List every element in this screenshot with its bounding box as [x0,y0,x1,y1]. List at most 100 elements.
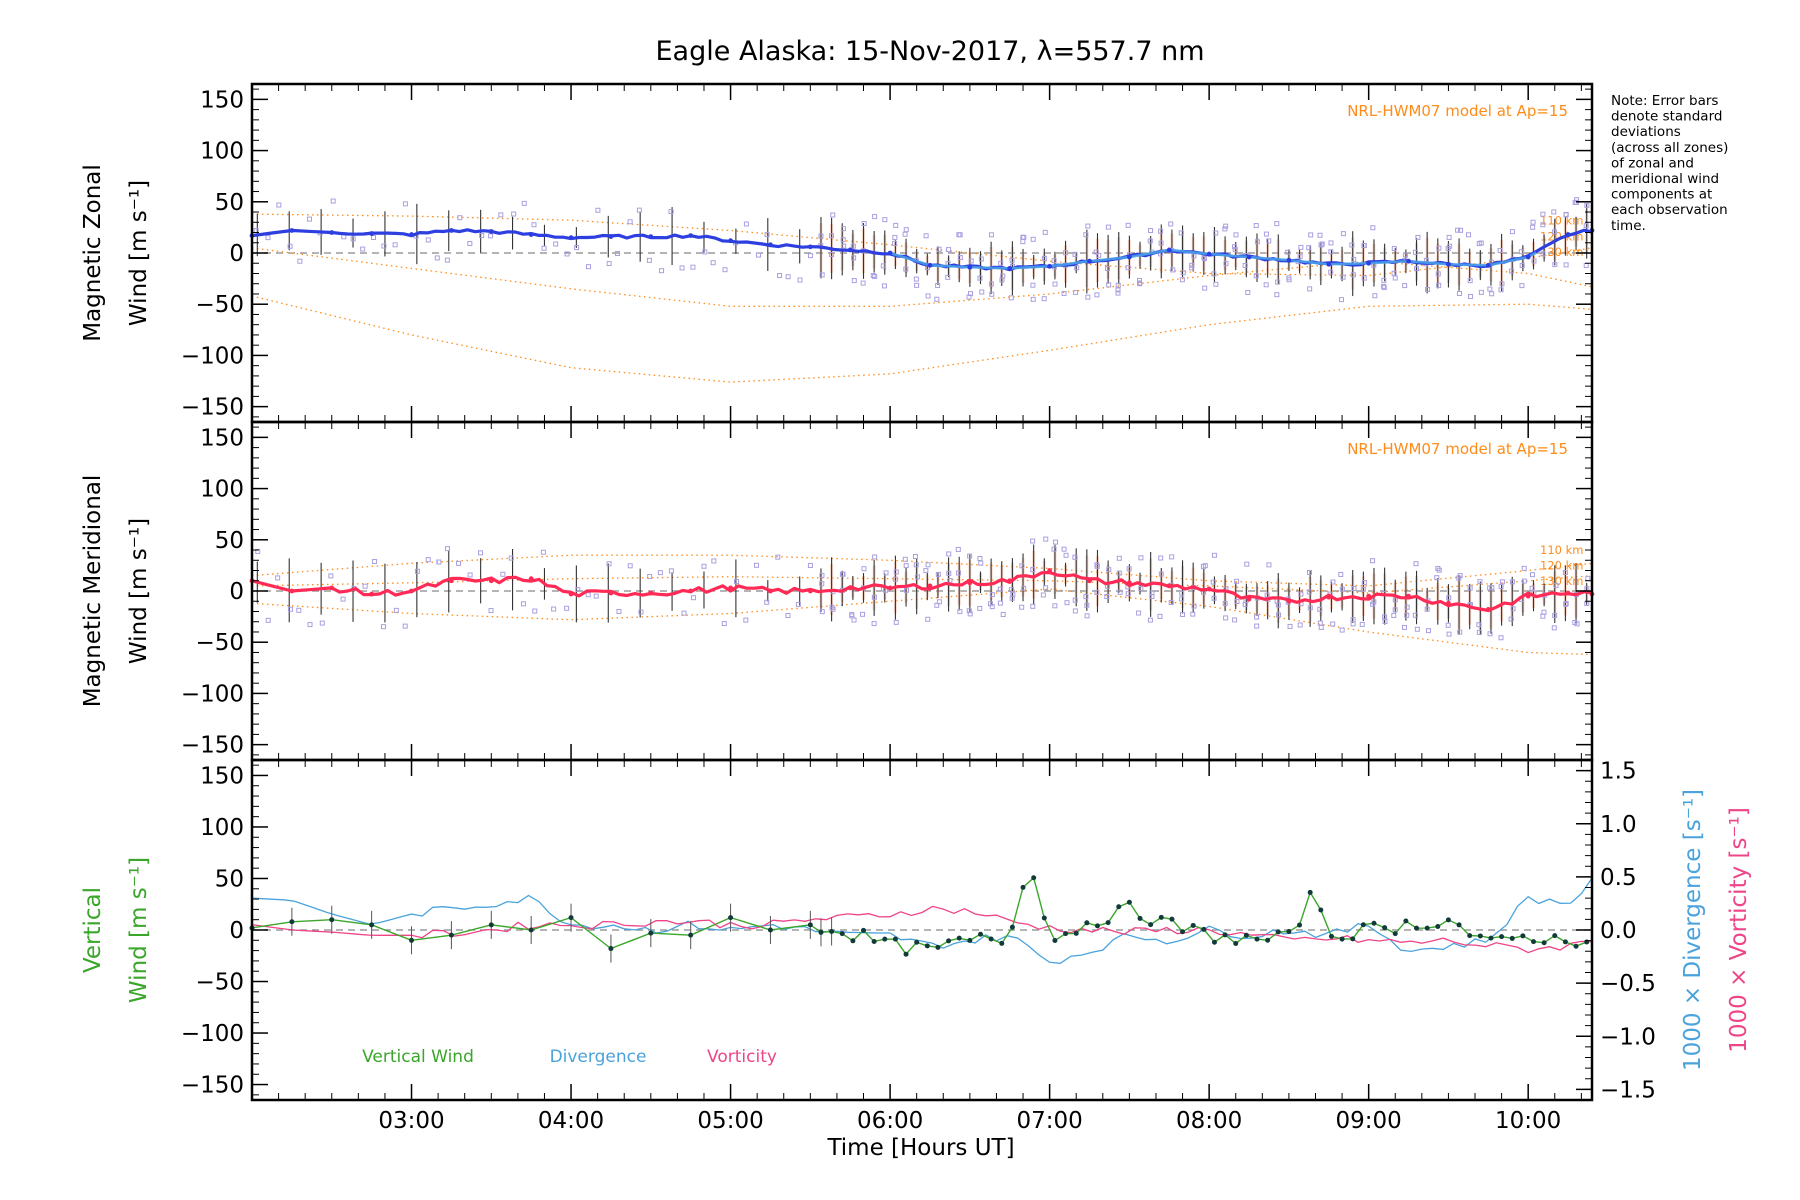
zone-sample [402,201,408,207]
zone-sample [807,253,813,259]
zone-sample [840,571,846,577]
zone-sample [1477,579,1483,585]
zone-sample [710,260,716,266]
zone-sample [1051,546,1057,552]
zone-sample [1458,227,1464,233]
vertical-wind-point [289,919,295,925]
wind-point [1485,262,1491,268]
zone-sample [1158,571,1164,577]
zone-sample [1457,629,1463,635]
zone-sample [1072,251,1078,257]
zone-sample [1402,283,1408,289]
wind-point [648,590,654,596]
wind-point [488,578,494,584]
vertical-wind-point [1552,933,1558,939]
zone-sample [1478,289,1484,295]
zone-sample [1242,601,1248,607]
zone-sample [445,546,451,552]
zone-sample [1584,202,1590,208]
zone-sample [1234,598,1240,604]
zone-sample [1138,586,1144,592]
y-tick-label: −150 [181,733,244,759]
zone-sample [1116,555,1122,561]
zone-sample [1052,603,1058,609]
altitude-label: 130 km [1540,245,1583,259]
zone-sample [574,245,580,251]
zone-sample [1529,572,1535,578]
zone-sample [870,273,876,279]
zone-sample [1489,291,1495,297]
zone-sample [1350,617,1356,623]
zone-sample [1476,622,1482,628]
zone-sample [1041,255,1047,261]
wind-point [1366,260,1372,266]
vertical-wind-point [1392,931,1398,937]
zone-sample [1530,219,1536,225]
zone-sample [955,570,961,576]
zone-sample [553,241,559,247]
wind-point [1565,590,1571,596]
zone-sample [989,604,995,610]
panel-axes-3: 150 100 50 0 −50 −100 −150 Vertical Wind [m s⁻¹] [80,758,1594,1102]
y-tick-label: −50 [195,970,244,996]
y-tick-label: 100 [200,139,244,165]
zone-sample [1190,611,1196,617]
y-axis-label-line2: Wind [m s⁻¹] [126,180,152,326]
vertical-wind-point [1052,938,1058,944]
zone-sample [1552,612,1558,618]
zone-sample [636,207,642,213]
zone-sample [1510,606,1516,612]
vertical-wind-point [1562,939,1568,945]
vertical-wind-point [767,927,773,933]
zone-sample [902,556,908,562]
zone-sample [785,274,791,280]
zone-sample [1179,590,1185,596]
y-tick-label: 150 [200,763,244,789]
zone-sample [478,550,484,556]
zone-sample [1350,272,1356,278]
zone-sample [1084,602,1090,608]
vertical-wind-point [956,935,962,941]
zone-sample [795,601,801,607]
zone-sample [1266,238,1272,244]
zone-sample [934,296,940,302]
vertical-wind-point [1094,923,1100,929]
zone-sample [1540,251,1546,257]
vertical-wind-point [1520,933,1526,939]
zone-sample [1274,221,1280,227]
zone-sample [1263,231,1269,237]
zone-sample [614,250,620,256]
zone-sample [372,558,378,564]
zone-sample [1318,242,1324,248]
x-tick-label: 06:00 [857,1108,923,1134]
zone-sample [1563,600,1569,606]
zone-sample [1297,622,1303,628]
wind-point [608,590,614,596]
vertical-wind-point [807,922,813,928]
wind-point [1246,596,1252,602]
zone-sample [1253,223,1259,229]
legend-vertical-wind: Vertical Wind [362,1047,474,1067]
secondary-axis: 1.5 1.0 0.5 0.0 −0.5 −1.0 −1.5 1000 × Divergenc… [1576,759,1752,1103]
zone-sample [1499,281,1505,287]
zone-sample [1084,613,1090,619]
zone-sample [935,283,941,289]
zone-sample [1094,292,1100,298]
zone-sample [1434,575,1440,581]
zone-sample [1519,263,1525,269]
zone-sample [1508,616,1514,622]
zone-sample [1382,619,1388,625]
vertical-wind-point [861,927,867,933]
zone-sample [711,558,717,564]
zone-sample [903,563,909,569]
panel-axes-2: 150 100 50 0 −50 −100 −150 Magnetic Meridional W… [80,420,1594,762]
zone-sample [764,599,770,605]
vertical-wind-point [728,915,734,921]
y-tick-label: −100 [181,1021,244,1047]
wind-point [1446,600,1451,606]
vertical-wind-point [1477,933,1483,939]
zone-sample [966,608,972,614]
zone-sample [659,268,665,274]
zone-sample [1073,289,1079,295]
